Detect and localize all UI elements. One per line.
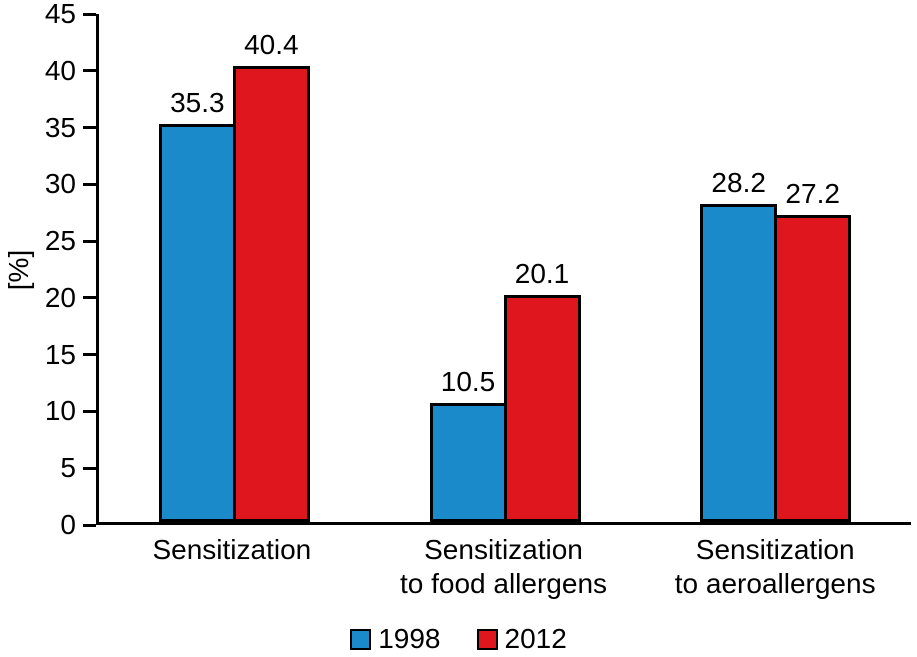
y-tick-label: 35 [44, 111, 76, 143]
bar-1998 [429, 403, 507, 522]
y-tick-label: 40 [44, 54, 76, 86]
y-tick-label: 25 [44, 225, 76, 257]
y-tick-mark [83, 296, 96, 300]
chart-area: [%] 45 40 35 30 25 20 15 10 5 0 35.3 40.4 10.5 20.1 2… [0, 0, 917, 601]
y-tick-mark [83, 126, 96, 130]
legend-swatch [476, 628, 498, 650]
bar-group: 28.2 27.2 [640, 14, 911, 522]
bar-value-label: 28.2 [711, 166, 766, 198]
y-tick: 25 [38, 225, 96, 257]
bar-wrap-2012: 40.4 [232, 14, 310, 522]
bar-value-label: 20.1 [514, 258, 570, 290]
bar-wrap-1998: 10.5 [429, 14, 507, 522]
bar-2012 [232, 65, 310, 522]
bar-value-label: 10.5 [440, 366, 496, 398]
bar-2012 [503, 295, 581, 522]
x-axis-labels: Sensitization Sensitization to food allerg… [96, 533, 911, 601]
y-tick-mark [83, 409, 96, 413]
y-tick: 0 [38, 509, 96, 541]
y-tick-mark [83, 523, 96, 527]
y-tick-label: 10 [44, 395, 76, 427]
y-tick-mark [83, 353, 96, 357]
category-label: Sensitization [96, 533, 368, 601]
y-tick-label: 30 [44, 168, 76, 200]
legend-item-2012: 2012 [476, 623, 567, 655]
bar-2012 [774, 214, 852, 522]
plot-area: 35.3 40.4 10.5 20.1 28.2 27.2 [96, 14, 911, 525]
legend-swatch [350, 628, 372, 650]
y-tick-label: 15 [44, 338, 76, 370]
y-tick-mark [83, 466, 96, 470]
y-tick: 10 [38, 395, 96, 427]
y-tick: 5 [38, 452, 96, 484]
bar-wrap-2012: 27.2 [774, 14, 852, 522]
category-label-line: Sensitization [695, 534, 855, 565]
bar-wrap-1998: 35.3 [158, 14, 236, 522]
y-tick: 45 [38, 0, 96, 30]
y-tick-mark [83, 12, 96, 16]
y-axis-title: [%] [3, 249, 34, 290]
y-axis: 45 40 35 30 25 20 15 10 5 0 [38, 0, 96, 540]
category-label: Sensitization to aeroallergens [639, 533, 911, 601]
bar-group: 35.3 40.4 [99, 14, 370, 522]
category-label-line: Sensitization [424, 534, 583, 565]
y-tick: 15 [38, 339, 96, 371]
y-tick-mark [83, 239, 96, 243]
bar-wrap-1998: 28.2 [700, 14, 778, 522]
bar-value-label: 35.3 [170, 86, 225, 118]
bar-1998 [158, 123, 236, 522]
y-tick: 40 [38, 55, 96, 87]
bar-1998 [700, 203, 778, 522]
y-tick-mark [83, 69, 96, 73]
y-tick-label: 0 [60, 509, 76, 540]
y-axis-title-wrap: [%] [0, 14, 38, 525]
y-tick-label: 5 [60, 452, 76, 484]
legend-label: 2012 [504, 623, 567, 655]
category-label-line: to aeroallergens [674, 568, 876, 600]
plot-column: 35.3 40.4 10.5 20.1 28.2 27.2 Sensitization Se… [96, 14, 917, 601]
y-tick-mark [83, 182, 96, 186]
bar-group: 10.5 20.1 [370, 14, 641, 522]
category-label-line: to food allergens [399, 568, 608, 600]
y-tick-label: 20 [44, 281, 76, 313]
y-tick: 20 [38, 282, 96, 314]
category-label-line: Sensitization [152, 534, 312, 565]
bar-wrap-2012: 20.1 [503, 14, 581, 522]
legend: 1998 2012 [0, 623, 917, 655]
bar-value-label: 40.4 [244, 28, 299, 60]
legend-label: 1998 [378, 623, 441, 655]
category-label: Sensitization to food allergens [368, 533, 640, 601]
y-tick: 30 [38, 168, 96, 200]
bar-value-label: 27.2 [785, 177, 840, 209]
legend-item-1998: 1998 [350, 623, 441, 655]
y-tick-label: 45 [44, 0, 76, 29]
y-tick: 35 [38, 112, 96, 144]
